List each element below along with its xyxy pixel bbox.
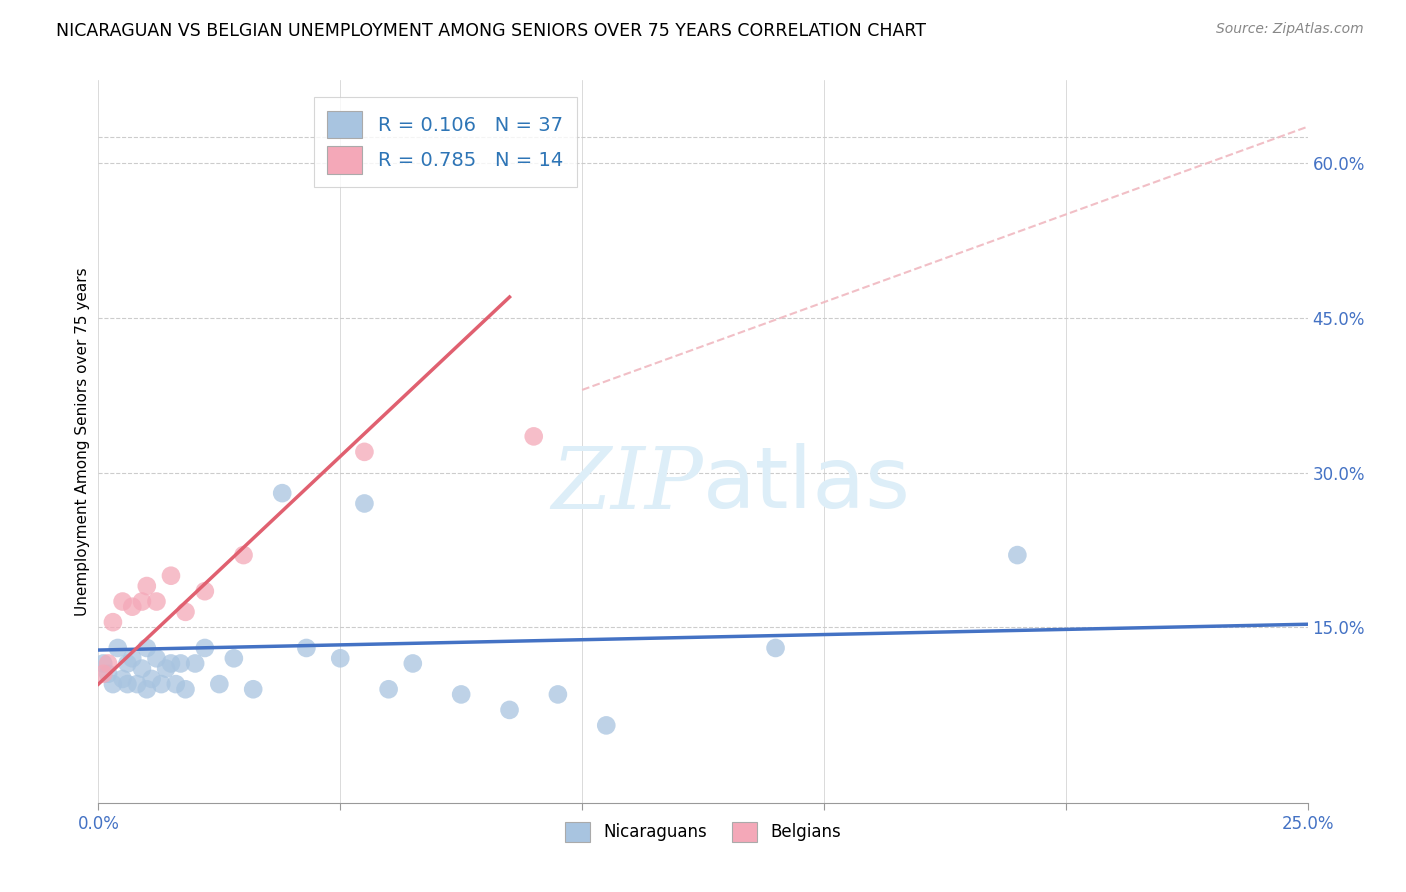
Point [208, 677, 231, 691]
Text: atlas: atlas [703, 443, 911, 526]
Point [184, 657, 207, 671]
Point [1007, 548, 1029, 562]
Point [97, 666, 120, 681]
Point [242, 682, 264, 697]
Point [160, 568, 183, 582]
Point [117, 677, 139, 691]
Point [174, 682, 197, 697]
Point [271, 486, 294, 500]
Point [111, 672, 134, 686]
Text: Source: ZipAtlas.com: Source: ZipAtlas.com [1216, 22, 1364, 37]
Legend: Nicaraguans, Belgians: Nicaraguans, Belgians [558, 815, 848, 848]
Point [101, 677, 124, 691]
Point [174, 605, 197, 619]
Point [117, 657, 139, 671]
Point [353, 445, 375, 459]
Point [222, 651, 245, 665]
Point [135, 682, 157, 697]
Point [402, 657, 425, 671]
Point [101, 615, 124, 630]
Point [377, 682, 399, 697]
Point [194, 640, 217, 655]
Point [329, 651, 352, 665]
Point [107, 640, 129, 655]
Point [135, 640, 157, 655]
Y-axis label: Unemployment Among Seniors over 75 years: Unemployment Among Seniors over 75 years [75, 268, 90, 615]
Point [295, 640, 318, 655]
Point [523, 429, 546, 443]
Point [127, 677, 149, 691]
Point [498, 703, 520, 717]
Text: NICARAGUAN VS BELGIAN UNEMPLOYMENT AMONG SENIORS OVER 75 YEARS CORRELATION CHART: NICARAGUAN VS BELGIAN UNEMPLOYMENT AMONG… [56, 22, 927, 40]
Point [111, 594, 134, 608]
Point [131, 594, 153, 608]
Point [121, 599, 143, 614]
Point [165, 677, 187, 691]
Point [155, 662, 177, 676]
Point [765, 640, 787, 655]
Point [169, 657, 191, 671]
Point [547, 687, 569, 701]
Point [131, 662, 153, 676]
Point [145, 594, 167, 608]
Point [160, 657, 183, 671]
Point [97, 657, 120, 671]
Point [595, 718, 617, 732]
Point [121, 651, 143, 665]
Point [91, 666, 114, 681]
Point [150, 677, 173, 691]
Point [91, 657, 114, 671]
Point [450, 687, 472, 701]
Point [141, 672, 163, 686]
Text: ZIP: ZIP [551, 443, 703, 526]
Point [232, 548, 254, 562]
Point [135, 579, 157, 593]
Point [353, 496, 375, 510]
Point [194, 584, 217, 599]
Point [145, 651, 167, 665]
